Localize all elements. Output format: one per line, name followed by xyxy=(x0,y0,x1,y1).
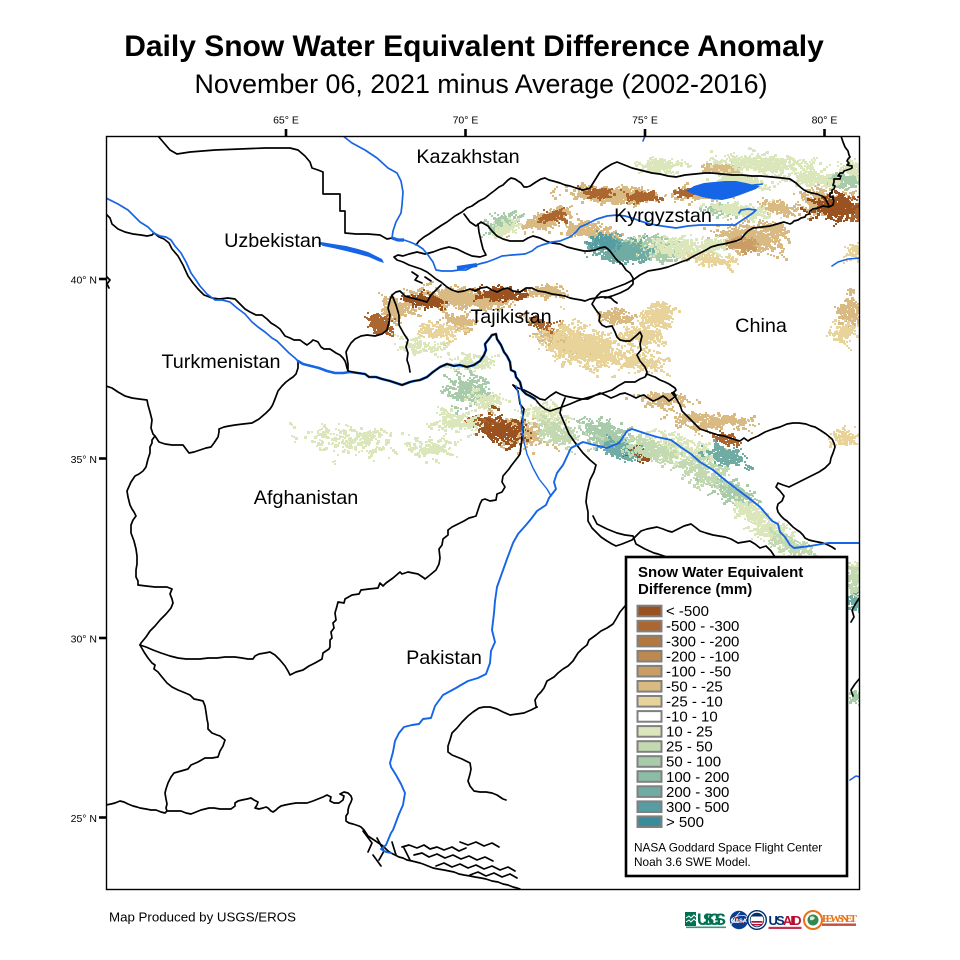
svg-text:65° E: 65° E xyxy=(273,115,299,127)
svg-text:-500 - -300: -500 - -300 xyxy=(666,618,739,635)
svg-text:200 - 300: 200 - 300 xyxy=(666,784,729,801)
svg-text:25° N: 25° N xyxy=(71,813,97,825)
svg-text:November 06, 2021 minus Averag: November 06, 2021 minus Average (2002-20… xyxy=(194,69,767,99)
svg-text:Kyrgyzstan: Kyrgyzstan xyxy=(614,205,712,227)
svg-text:35° N: 35° N xyxy=(71,454,97,466)
svg-text:Afghanistan: Afghanistan xyxy=(254,487,358,509)
svg-text:< -500: < -500 xyxy=(666,603,709,620)
svg-text:Map Produced by USGS/EROS: Map Produced by USGS/EROS xyxy=(109,910,296,925)
svg-text:FEWS NET: FEWS NET xyxy=(822,913,858,925)
svg-text:Difference (mm): Difference (mm) xyxy=(638,581,752,598)
svg-text:Pakistan: Pakistan xyxy=(406,647,482,669)
svg-text:Noah 3.6 SWE Model.: Noah 3.6 SWE Model. xyxy=(634,855,751,869)
svg-text:-100 - -50: -100 - -50 xyxy=(666,663,731,680)
svg-text:-25 - -10: -25 - -10 xyxy=(666,694,723,711)
svg-text:NASA Goddard Space Flight Cent: NASA Goddard Space Flight Center xyxy=(634,841,822,855)
svg-text:25 - 50: 25 - 50 xyxy=(666,739,713,756)
svg-text:-300 - -200: -300 - -200 xyxy=(666,633,739,650)
svg-text:80° E: 80° E xyxy=(812,115,838,127)
svg-text:-10 - 10: -10 - 10 xyxy=(666,709,718,726)
svg-text:USAID: USAID xyxy=(769,913,802,928)
svg-text:NASA: NASA xyxy=(731,919,747,925)
svg-text:China: China xyxy=(735,315,787,337)
svg-text:Tajikistan: Tajikistan xyxy=(470,306,551,328)
svg-text:-50 - -25: -50 - -25 xyxy=(666,679,723,696)
svg-text:Uzbekistan: Uzbekistan xyxy=(224,230,322,252)
svg-text:75° E: 75° E xyxy=(632,115,658,127)
svg-text:30° N: 30° N xyxy=(71,633,97,645)
svg-text:Snow Water Equivalent: Snow Water Equivalent xyxy=(638,564,803,581)
svg-text:Turkmenistan: Turkmenistan xyxy=(161,351,280,373)
svg-text:300 - 500: 300 - 500 xyxy=(666,799,729,816)
svg-text:Daily Snow Water Equivalent Di: Daily Snow Water Equivalent Difference A… xyxy=(124,30,824,63)
svg-text:USGS: USGS xyxy=(697,910,726,929)
svg-text:> 500: > 500 xyxy=(666,814,704,831)
svg-text:Kazakhstan: Kazakhstan xyxy=(416,146,519,168)
svg-text:70° E: 70° E xyxy=(453,115,479,127)
svg-text:40° N: 40° N xyxy=(71,274,97,286)
svg-text:50 - 100: 50 - 100 xyxy=(666,754,721,771)
svg-text:10 - 25: 10 - 25 xyxy=(666,724,713,741)
svg-text:100 - 200: 100 - 200 xyxy=(666,769,729,786)
svg-text:-200 - -100: -200 - -100 xyxy=(666,648,739,665)
